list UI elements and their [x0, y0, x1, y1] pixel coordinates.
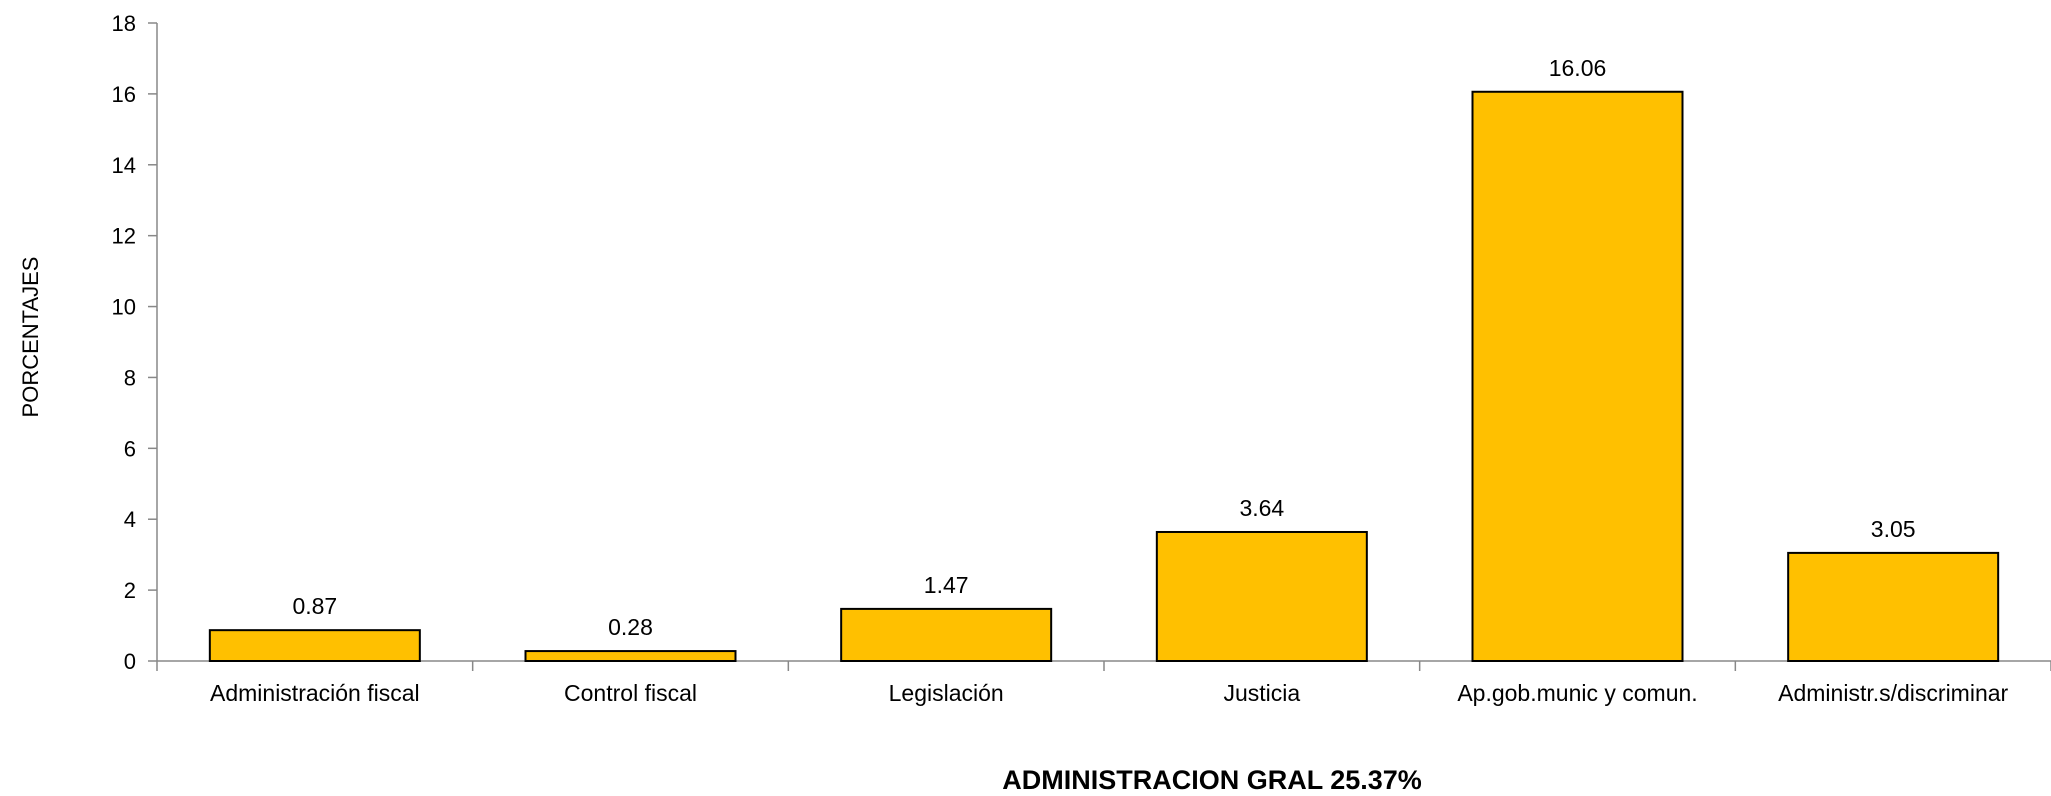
bar	[840, 607, 1053, 662]
category-label: Control fiscal	[564, 680, 697, 706]
y-tick-label: 18	[112, 11, 136, 36]
x-axis-label: ADMINISTRACION GRAL 25.37%	[1002, 765, 1422, 791]
y-tick-label: 14	[112, 153, 136, 178]
data-label: 0.87	[292, 593, 337, 619]
category-label: Legislación	[889, 680, 1004, 706]
category-label: Administr.s/discriminar	[1778, 680, 2008, 706]
bar	[1155, 530, 1368, 663]
y-tick-label: 2	[124, 578, 136, 603]
y-tick-label: 4	[124, 507, 136, 532]
data-label: 0.28	[608, 614, 653, 640]
bar	[524, 650, 737, 663]
category-label: Justicia	[1223, 680, 1300, 706]
y-axis-label: PORCENTAJES	[18, 257, 43, 418]
y-tick-label: 6	[124, 436, 136, 461]
bar	[1471, 90, 1684, 663]
y-tick-label: 10	[112, 295, 136, 320]
data-label: 3.64	[1239, 495, 1284, 521]
data-label: 3.05	[1871, 516, 1916, 542]
data-label: 1.47	[924, 572, 969, 598]
category-label: Administración fiscal	[210, 680, 420, 706]
data-label: 16.06	[1549, 55, 1607, 81]
y-tick-label: 0	[124, 649, 136, 674]
plot-area: 0 2 4 6 8 10 12 14 16 18 0.87 Administración fiscal…	[112, 11, 2051, 706]
category-label: Ap.gob.munic y comun.	[1457, 680, 1697, 706]
y-tick-label: 12	[112, 224, 136, 249]
y-tick-label: 16	[112, 82, 136, 107]
y-tick-label: 8	[124, 365, 136, 390]
bar	[208, 629, 421, 662]
bar	[1787, 551, 2000, 663]
